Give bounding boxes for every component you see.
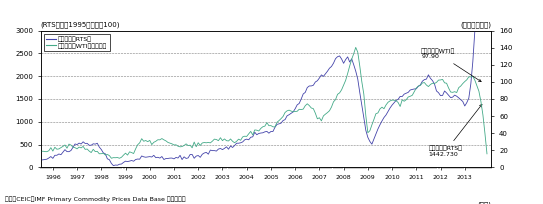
Text: 原油価格（WTI）
97.90: 原油価格（WTI） 97.90 <box>421 48 481 82</box>
Text: 資料：CEIC，IMF Primary Commodity Prices Data Base から作成。: 資料：CEIC，IMF Primary Commodity Prices Dat… <box>5 196 186 202</box>
Text: (ドル／バレル): (ドル／バレル) <box>460 21 491 28</box>
Text: 株価指数（RTS）
1442.730: 株価指数（RTS） 1442.730 <box>428 104 482 157</box>
Text: (RTS指数、1995年１月＝100): (RTS指数、1995年１月＝100) <box>41 21 120 28</box>
Text: (年月): (年月) <box>477 202 491 204</box>
Legend: 株価指数（RTS）, 原油価格（WTI）（右軸）: 株価指数（RTS）, 原油価格（WTI）（右軸） <box>44 34 110 51</box>
